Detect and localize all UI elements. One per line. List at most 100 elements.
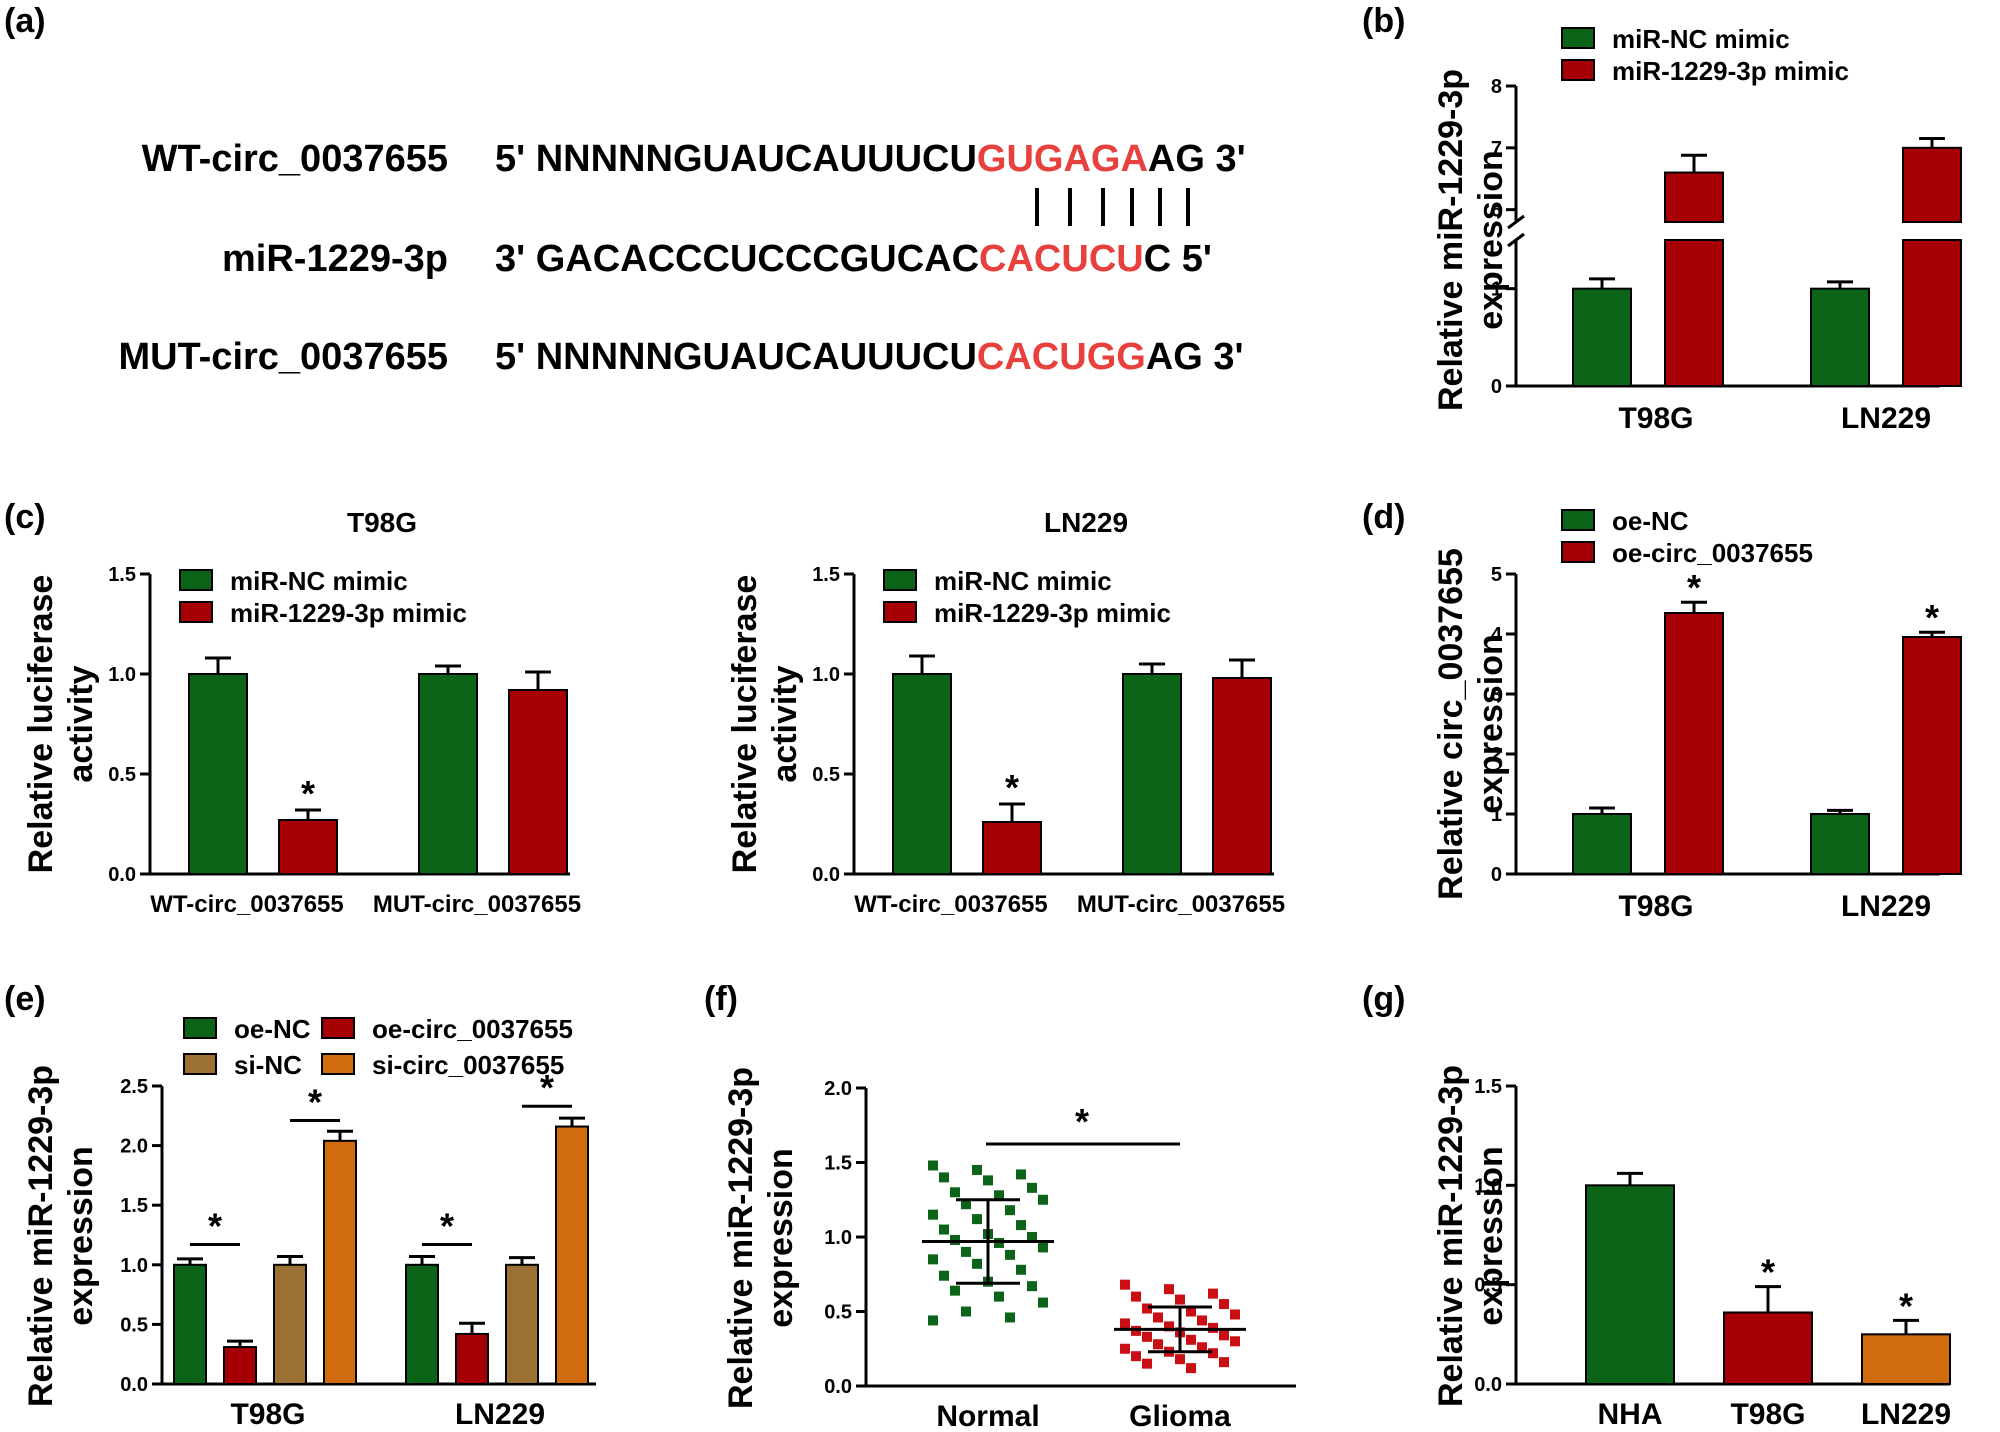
chart-f-y-title-line: Relative miR-1229-3p <box>722 1067 760 1409</box>
chart-f-point <box>1131 1291 1141 1302</box>
wt-site: GUGAGA <box>976 138 1148 180</box>
chart-c-ln229-significance-star: * <box>1005 767 1019 808</box>
chart-e-bar <box>455 1332 489 1386</box>
pair-line-3 <box>1101 188 1105 226</box>
chart-g-y-title-line: expression <box>1472 1146 1510 1326</box>
chart-f-point <box>1208 1348 1218 1359</box>
chart-b-y-title: Relative miR-1229-3pexpression <box>1432 69 1510 411</box>
chart-c-t98g-title: T98G <box>347 507 417 538</box>
chart-b-y-tick-label: 7 <box>1491 138 1502 160</box>
chart-e-bar <box>173 1263 207 1386</box>
chart-f-point <box>994 1190 1004 1201</box>
chart-c-t98g-y-tick-label: 1.5 <box>108 564 136 586</box>
chart-b-legend-item-swatch <box>1561 59 1595 81</box>
chart-b-bar-lower <box>1902 239 1962 387</box>
chart-f-point <box>1120 1343 1130 1354</box>
chart-b-bar-upper <box>1902 146 1962 223</box>
chart-e-y-title-line: expression <box>62 1146 100 1326</box>
chart-c-ln229-y-tick-label: 1.0 <box>812 664 840 686</box>
pair-line-6 <box>1186 188 1190 226</box>
chart-f-x-label: Normal <box>936 1400 1039 1432</box>
chart-f-point <box>1186 1306 1196 1317</box>
chart-d-y-tick-label: 2 <box>1491 744 1502 766</box>
chart-e-bar <box>273 1263 307 1386</box>
chart-g-x-label: NHA <box>1598 1398 1663 1431</box>
chart-f-point <box>1230 1336 1240 1347</box>
chart-g-significance-star: * <box>1899 1285 1913 1326</box>
chart-g-y-tick-label: 1.5 <box>1474 1076 1502 1098</box>
chart-e-significance-star: * <box>540 1067 554 1108</box>
chart-c-ln229-bar <box>1122 673 1182 875</box>
chart-f-y-title: Relative miR-1229-3pexpression <box>722 1067 800 1409</box>
mut-prefix: 5' NNNNNGUAUCAUUUCU <box>495 336 977 378</box>
chart-f-point <box>1164 1321 1174 1332</box>
wt-sequence: 5' NNNNNGUAUCAUUUCUGUGAGAAG 3' <box>495 138 1246 181</box>
chart-e-significance-star: * <box>440 1205 454 1246</box>
mut-sequence: 5' NNNNNGUAUCAUUUCUCACUGGAG 3' <box>495 336 1244 379</box>
chart-b-y-tick-label: 1 <box>1491 279 1502 301</box>
chart-f-point <box>1027 1281 1037 1292</box>
chart-f-point <box>1038 1297 1048 1308</box>
chart-f-point <box>939 1172 949 1183</box>
pair-line-2 <box>1068 188 1072 226</box>
chart-f-point <box>1186 1363 1196 1374</box>
chart-e-y-tick-label: 0.0 <box>120 1374 148 1396</box>
chart-f-y-tick-label: 1.0 <box>824 1227 852 1249</box>
chart-c-t98g-y-tick-label: 0.0 <box>108 864 136 886</box>
chart-b-legend-item-label: miR-NC mimic <box>1612 24 1790 54</box>
chart-b-bar <box>1810 287 1870 387</box>
chart-e-legend-item-swatch <box>183 1017 217 1039</box>
chart-d-legend-item-label: oe-circ_0037655 <box>1612 538 1813 568</box>
chart-d-bar <box>1810 813 1870 875</box>
chart-e-bar <box>555 1125 589 1385</box>
chart-d-significance-star: * <box>1687 567 1701 608</box>
pair-line-1 <box>1035 188 1039 226</box>
chart-f-point <box>1005 1312 1015 1323</box>
chart-e-bar <box>223 1346 257 1385</box>
mir-prefix: 3' GACACCCUCCCGUCAC <box>495 238 980 280</box>
chart-f-point <box>939 1224 949 1235</box>
chart-f-y-tick-label: 1.5 <box>824 1153 852 1175</box>
mir-site: CACUCU <box>979 238 1144 280</box>
mut-suffix: AG 3' <box>1145 336 1244 378</box>
chart-e-y-tick-label: 0.5 <box>120 1314 148 1336</box>
chart-f-point <box>983 1175 993 1186</box>
chart-f-significance-star: * <box>1075 1101 1089 1142</box>
chart-d-x-label: LN229 <box>1841 890 1931 923</box>
chart-e-y-tick-label: 1.5 <box>120 1195 148 1217</box>
pair-line-5 <box>1158 188 1162 226</box>
chart-d-bar <box>1902 636 1962 875</box>
chart-f-point <box>928 1254 938 1265</box>
chart-f-point <box>1016 1264 1026 1275</box>
chart-c-ln229-bar <box>892 673 952 875</box>
chart-d-significance-star: * <box>1925 597 1939 638</box>
chart-c-t98g-bar <box>188 673 248 875</box>
chart-b-y-tick-label: 0 <box>1491 376 1502 398</box>
chart-e-legend-item-swatch <box>321 1017 355 1039</box>
chart-c-ln229-x-label: MUT-circ_0037655 <box>1077 891 1285 918</box>
chart-c-ln229-y-tick-label: 0.0 <box>812 864 840 886</box>
chart-f-point <box>1219 1299 1229 1310</box>
chart-e-legend-item-label: oe-circ_0037655 <box>372 1014 573 1044</box>
chart-g-x-label: T98G <box>1730 1398 1805 1431</box>
chart-d-y-tick-label: 4 <box>1491 624 1503 646</box>
chart-b-bar <box>1572 287 1632 387</box>
chart-e-x-label: LN229 <box>455 1398 545 1431</box>
chart-f-point <box>1027 1182 1037 1193</box>
chart-d-legend-item-swatch <box>1561 509 1595 531</box>
chart-f-point <box>1186 1334 1196 1345</box>
chart-e-y-title-line: Relative miR-1229-3p <box>22 1065 60 1407</box>
chart-e-significance-star: * <box>208 1205 222 1246</box>
chart-e-x-label: T98G <box>230 1398 305 1431</box>
panel-label-f: (f) <box>704 980 738 1018</box>
chart-c-ln229-y-tick-label: 1.5 <box>812 564 840 586</box>
chart-f-x-label: Glioma <box>1129 1400 1231 1432</box>
panel-label-d: (d) <box>1362 498 1406 536</box>
mir-seq-name: miR-1229-3p <box>222 238 448 280</box>
chart-g-y-tick-label: 0.5 <box>1474 1275 1502 1297</box>
chart-d-bar <box>1664 612 1724 875</box>
chart-g-bar <box>1585 1184 1675 1386</box>
chart-e-legend-item-label: si-circ_0037655 <box>372 1050 564 1080</box>
mir-suffix: C 5' <box>1143 238 1212 280</box>
chart-f-point <box>1230 1309 1240 1320</box>
